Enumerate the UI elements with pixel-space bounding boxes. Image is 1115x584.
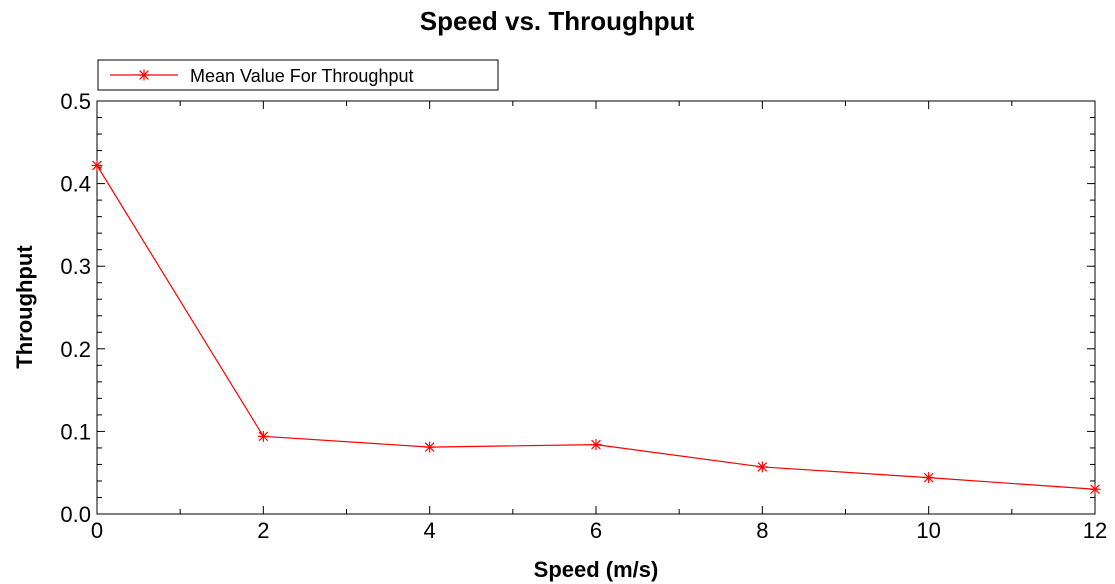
x-tick-label: 12 xyxy=(1083,518,1107,543)
data-point xyxy=(923,472,935,484)
y-axis-title: Throughput xyxy=(12,245,37,369)
data-point xyxy=(756,461,768,473)
data-point xyxy=(91,159,103,171)
series-layer xyxy=(91,159,1101,495)
legend: Mean Value For Throughput xyxy=(97,59,499,91)
x-tick-label: 8 xyxy=(756,518,768,543)
data-point xyxy=(590,439,602,451)
y-axis: 0.0 0.1 0.2 0.3 0.4 0.5 xyxy=(60,89,1095,527)
x-tick-label: 4 xyxy=(424,518,436,543)
y-tick-label: 0.5 xyxy=(60,89,91,114)
y-tick-label: 0.2 xyxy=(60,337,91,362)
data-point xyxy=(424,441,436,453)
data-point xyxy=(1089,483,1101,495)
y-tick-label: 0.0 xyxy=(60,502,91,527)
x-axis: 0 2 4 6 8 10 12 xyxy=(91,101,1107,543)
y-tick-label: 0.3 xyxy=(60,254,91,279)
data-point xyxy=(257,430,269,442)
x-tick-label: 2 xyxy=(257,518,269,543)
legend-marker xyxy=(138,69,150,81)
chart-title: Speed vs. Throughput xyxy=(420,6,695,36)
plot-area xyxy=(96,100,1096,515)
x-tick-label: 0 xyxy=(91,518,103,543)
x-axis-title: Speed (m/s) xyxy=(534,557,659,582)
x-tick-label: 6 xyxy=(590,518,602,543)
legend-label: Mean Value For Throughput xyxy=(190,66,413,86)
x-tick-label: 10 xyxy=(916,518,940,543)
y-tick-label: 0.4 xyxy=(60,172,91,197)
legend-marker-asterisk xyxy=(138,69,150,81)
y-tick-label: 0.1 xyxy=(60,419,91,444)
